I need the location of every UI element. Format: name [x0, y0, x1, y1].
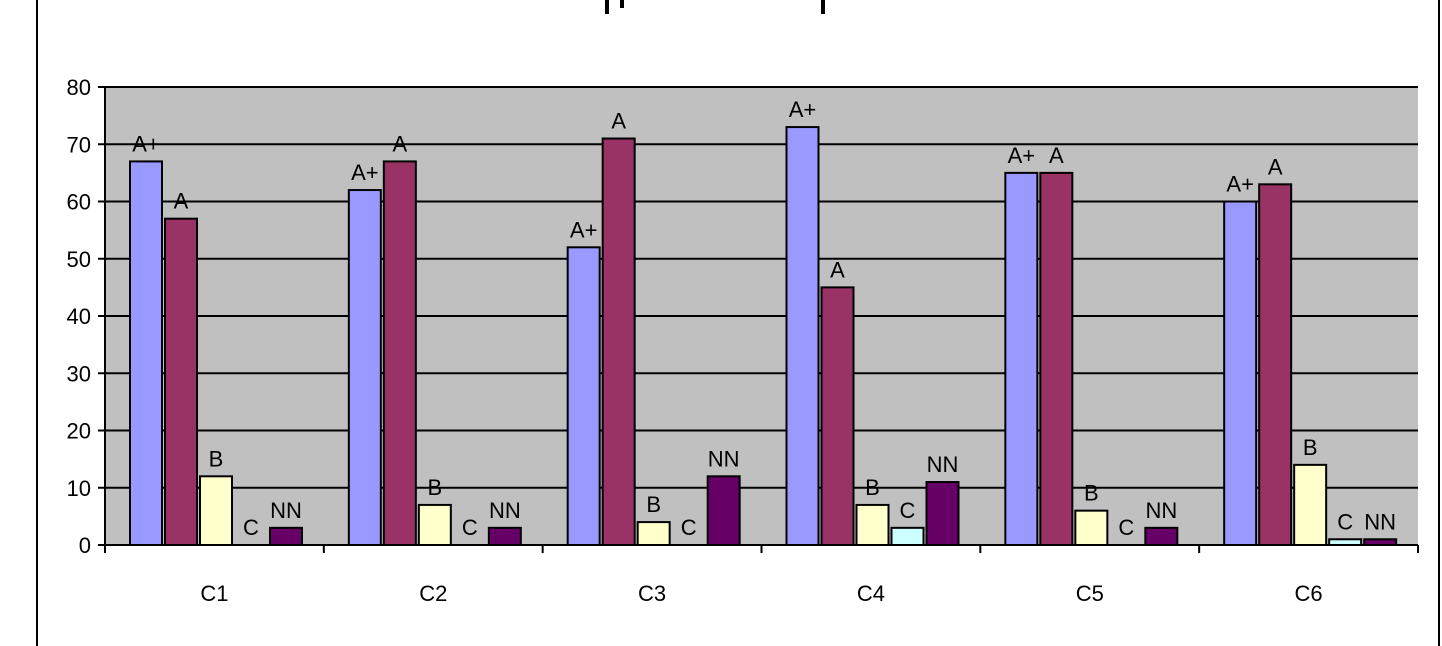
bar-c6-a [1258, 183, 1293, 546]
bar-c3-b [636, 521, 671, 546]
data-label: C [462, 515, 478, 540]
y-tick-label: 70 [67, 132, 91, 157]
data-label: B [1084, 481, 1099, 506]
data-label: A [174, 189, 189, 214]
bar-c2-a [382, 160, 417, 547]
y-tick-label: 10 [67, 476, 91, 501]
data-label: B [865, 475, 880, 500]
data-label: NN [1145, 498, 1177, 523]
data-label: B [646, 492, 661, 517]
y-tick-label: 40 [67, 304, 91, 329]
data-label: NN [927, 452, 959, 477]
y-tick-label: 20 [67, 419, 91, 444]
x-category-label: C3 [638, 581, 666, 606]
y-tick-label: 80 [67, 75, 91, 100]
y-tick-label: 30 [67, 361, 91, 386]
data-label: A [392, 131, 407, 156]
data-label: NN [489, 498, 521, 523]
data-label: NN [270, 498, 302, 523]
data-label: B [427, 475, 442, 500]
data-label: A+ [351, 160, 379, 185]
data-label: A+ [132, 131, 160, 156]
data-label: A [1049, 143, 1064, 168]
bar-c1-b [199, 475, 233, 546]
data-label: A+ [570, 217, 598, 242]
bar-c4-nn [925, 481, 960, 546]
data-label: B [1303, 435, 1318, 460]
bar-c3-nn [706, 475, 741, 546]
bar-c4-a [820, 286, 855, 546]
data-label: C [900, 498, 916, 523]
bar-c5-nn [1144, 526, 1179, 547]
data-label: A+ [1008, 143, 1036, 168]
x-category-label: C6 [1295, 581, 1323, 606]
bar-c3-aplus [566, 246, 601, 547]
bar-c4-b [855, 503, 890, 546]
bar-c1-nn [269, 526, 303, 547]
data-label: C [1337, 509, 1353, 534]
data-label: B [209, 446, 224, 471]
data-label: A [1268, 154, 1283, 179]
data-label: NN [1364, 509, 1396, 534]
x-category-label: C1 [200, 581, 228, 606]
bar-c1-a [164, 217, 198, 547]
bar-c5-aplus [1004, 171, 1039, 546]
bar-c2-b [417, 503, 452, 546]
data-label: C [1118, 515, 1134, 540]
x-category-label: C5 [1076, 581, 1104, 606]
x-category-label: C4 [857, 581, 885, 606]
title-fragment [605, 0, 825, 14]
y-tick-label: 50 [67, 247, 91, 272]
bar-c5-b [1074, 509, 1109, 546]
bar-c1-aplus [129, 160, 163, 547]
data-label: A+ [1226, 172, 1254, 197]
bar-c6-aplus [1223, 200, 1258, 546]
data-label: A [611, 109, 626, 134]
bar-c3-a [601, 137, 636, 546]
bar-c2-nn [487, 526, 522, 547]
data-label: A [830, 257, 845, 282]
y-tick-label: 0 [79, 533, 91, 558]
data-label: A+ [789, 97, 817, 122]
bar-c2-aplus [347, 189, 382, 547]
y-tick-label: 60 [67, 190, 91, 215]
bar-c4-c [890, 526, 925, 547]
data-label: C [243, 515, 259, 540]
bar-c4-aplus [785, 126, 820, 546]
x-category-label: C2 [419, 581, 447, 606]
data-label: NN [708, 446, 740, 471]
bar-c5-a [1039, 171, 1074, 546]
data-label: C [681, 515, 697, 540]
bar-c6-b [1293, 463, 1328, 547]
